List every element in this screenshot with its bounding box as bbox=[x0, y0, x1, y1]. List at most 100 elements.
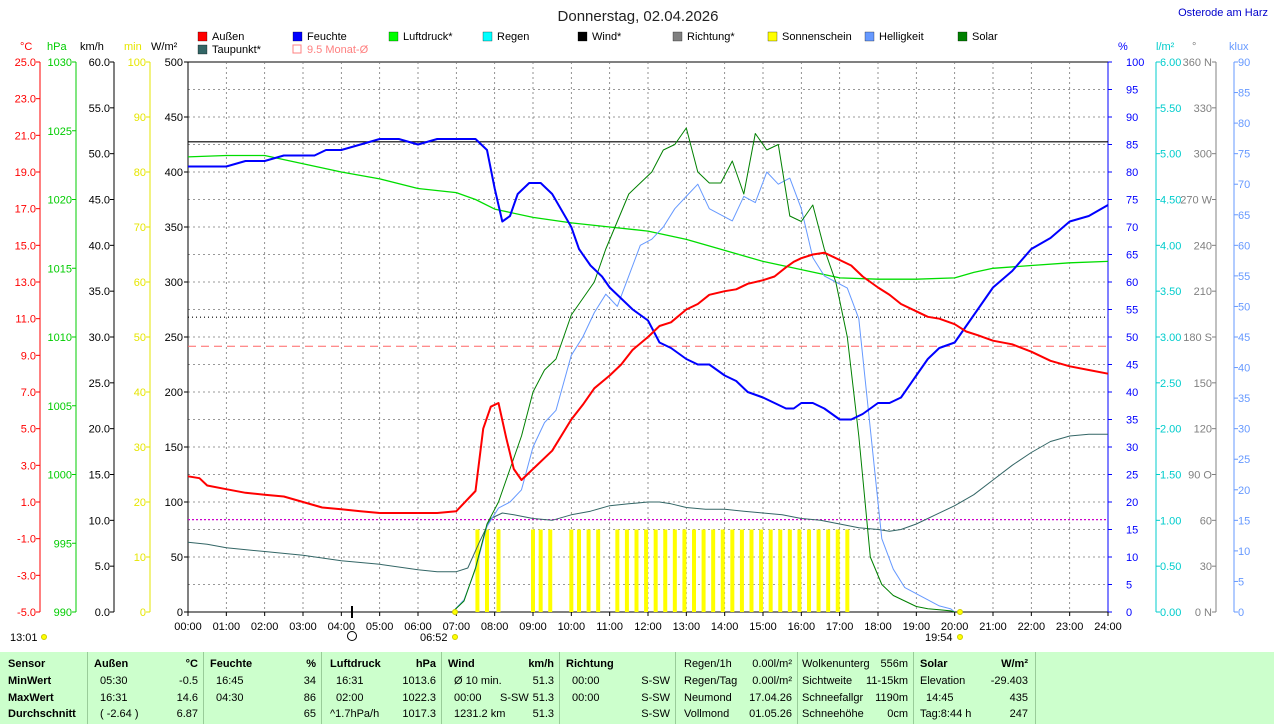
hpa-axis-tick-label: 1025 bbox=[48, 126, 72, 138]
sunshine-bars bbox=[475, 529, 850, 612]
sunshine-bar bbox=[485, 529, 489, 612]
klux-axis-tick-label: 85 bbox=[1238, 88, 1250, 100]
deg-axis-tick-label: 300 bbox=[1194, 149, 1212, 161]
footer-divider bbox=[441, 652, 442, 724]
temp-axis-tick-label: 25.0 bbox=[15, 57, 36, 69]
legend-label-helligkeit: Helligkeit bbox=[879, 31, 924, 43]
footer-richtung-max-time: 00:00 bbox=[572, 692, 600, 704]
sunshine-bar bbox=[596, 529, 601, 612]
footer-luftdruck-trend: ^1.7hPa/h bbox=[330, 708, 380, 720]
sun-icon bbox=[41, 634, 47, 640]
footer-aussen: Außen °C 05:30 -0.5 16:31 14.6 ( -2.64 )… bbox=[88, 652, 202, 724]
x-tick-label: 16:00 bbox=[788, 621, 816, 633]
x-tick-label: 09:00 bbox=[519, 621, 547, 633]
klux-axis-tick-label: 5 bbox=[1238, 576, 1244, 588]
footer-wind-max-time: 00:00 bbox=[454, 692, 482, 704]
deg-axis-tick-label: 90 O bbox=[1188, 470, 1212, 482]
footer-luftdruck-min-value: 1013.6 bbox=[402, 675, 436, 687]
pct-axis-tick-label: 0 bbox=[1126, 607, 1132, 619]
sunshine-bar bbox=[807, 529, 811, 612]
footer-richtung-header: Richtung bbox=[566, 658, 614, 670]
sunset-axis-dot bbox=[957, 609, 963, 615]
location-label[interactable]: Osterode am Harz bbox=[1178, 7, 1268, 19]
kmh-axis-unit: km/h bbox=[80, 41, 104, 53]
footer-feuchte-min-time: 16:45 bbox=[216, 675, 244, 687]
sunshine-bar bbox=[749, 529, 754, 612]
footer-regen-1h-value: 0.00l/m² bbox=[752, 658, 792, 670]
footer-schneefallgr-value: 1190m bbox=[875, 692, 908, 704]
pct-axis-tick-label: 50 bbox=[1126, 332, 1138, 344]
wm2-axis-tick-label: 150 bbox=[165, 442, 183, 454]
sunshine-bar bbox=[720, 529, 725, 612]
temp-axis-tick-label: 3.0 bbox=[21, 460, 36, 472]
footer-sensor-header: Sensor bbox=[8, 658, 46, 670]
footer-wind-distance: 1231.2 km bbox=[454, 708, 506, 720]
footer-solar: Solar W/m² Elevation -29.403 14:45 435 T… bbox=[914, 652, 1034, 724]
kmh-axis-tick-label: 5.0 bbox=[95, 561, 110, 573]
lm2-axis-tick-label: 5.50 bbox=[1160, 103, 1181, 115]
lm2-axis-tick-label: 3.50 bbox=[1160, 286, 1181, 298]
sunset-icon bbox=[957, 634, 963, 640]
sunshine-bar bbox=[816, 529, 821, 612]
klux-axis-tick-label: 40 bbox=[1238, 363, 1250, 375]
klux-axis-tick-label: 65 bbox=[1238, 210, 1250, 222]
footer-luftdruck-max-time: 02:00 bbox=[336, 692, 364, 704]
footer-schneehoehe-value: 0cm bbox=[887, 708, 908, 720]
footer-solar-max-time: 14:45 bbox=[926, 692, 954, 704]
min-axis-tick-label: 70 bbox=[134, 222, 146, 234]
wm2-axis-tick-label: 450 bbox=[165, 112, 183, 124]
legend-label-feuchte: Feuchte bbox=[307, 31, 347, 43]
temp-axis-tick-label: 13.0 bbox=[15, 277, 36, 289]
footer-wolken: Wolkenunterg 556m Sichtweite 11-15km Sch… bbox=[798, 652, 912, 724]
min-axis-tick-label: 90 bbox=[134, 112, 146, 124]
kmh-axis-tick-label: 40.0 bbox=[89, 240, 110, 252]
x-tick-label: 03:00 bbox=[289, 621, 317, 633]
footer-luftdruck-avg-value: 1017.3 bbox=[402, 708, 436, 720]
deg-axis-tick-label: 330 bbox=[1194, 103, 1212, 115]
footer-elevation-label: Elevation bbox=[920, 675, 966, 687]
chart-axes: 25.0 23.0 21.0 19.0 17.0 15.0 13.0 11.0 9.0 7.0 5.… bbox=[15, 41, 1251, 619]
kmh-axis-tick-label: 50.0 bbox=[89, 149, 110, 161]
klux-axis-tick-label: 55 bbox=[1238, 271, 1250, 283]
sunshine-bar bbox=[653, 529, 658, 612]
footer-regen-tag-value: 0.00l/m² bbox=[752, 675, 792, 687]
footer-vollmond-value: 01.05.26 bbox=[749, 708, 792, 720]
footer-feuchte-max-time: 04:30 bbox=[216, 692, 244, 704]
min-axis-tick-label: 20 bbox=[134, 497, 146, 509]
legend-swatch-sonnenschein bbox=[767, 31, 778, 42]
klux-axis-tick-label: 0 bbox=[1238, 607, 1244, 619]
lm2-axis-tick-label: 1.50 bbox=[1160, 470, 1181, 482]
pct-axis-tick-label: 55 bbox=[1126, 305, 1138, 317]
x-tick-label: 17:00 bbox=[826, 621, 854, 633]
min-axis-tick-label: 0 bbox=[140, 607, 146, 619]
series-line-helligkeit bbox=[452, 171, 956, 613]
footer-luftdruck-header: Luftdruck bbox=[330, 658, 381, 670]
footer-schneehoehe-label: Schneehöhe bbox=[802, 708, 864, 720]
temp-axis-unit: °C bbox=[20, 41, 32, 53]
kmh-axis-tick-label: 60.0 bbox=[89, 57, 110, 69]
x-tick-label: 24:00 bbox=[1094, 621, 1122, 633]
min-axis-tick-label: 40 bbox=[134, 387, 146, 399]
lm2-axis-tick-label: 0.50 bbox=[1160, 561, 1181, 573]
sunshine-bar bbox=[759, 529, 764, 612]
klux-axis-tick-label: 35 bbox=[1238, 393, 1250, 405]
legend-swatch-9-5-monat bbox=[292, 44, 302, 54]
kmh-axis-tick-label: 30.0 bbox=[89, 332, 110, 344]
footer-divider bbox=[87, 652, 88, 724]
footer-wind-max-value: 51.3 bbox=[532, 692, 554, 704]
klux-axis-tick-label: 60 bbox=[1238, 240, 1250, 252]
sunshine-bar bbox=[672, 529, 677, 612]
deg-axis-tick-label: 120 bbox=[1194, 424, 1212, 436]
klux-axis-tick-label: 80 bbox=[1238, 118, 1250, 130]
hpa-axis-tick-label: 1030 bbox=[48, 57, 72, 69]
klux-axis-tick-label: 90 bbox=[1238, 57, 1250, 69]
wm2-axis-tick-label: 200 bbox=[165, 387, 183, 399]
chart-title: Donnerstag, 02.04.2026 bbox=[558, 8, 719, 25]
sunshine-bar bbox=[768, 529, 773, 612]
sunshine-bar bbox=[739, 529, 744, 612]
footer-wind-avg10-value: 51.3 bbox=[532, 675, 554, 687]
footer-feuchte-min-value: 34 bbox=[303, 675, 316, 687]
footer-min-label: MinWert bbox=[8, 675, 52, 687]
hpa-axis-tick-label: 1005 bbox=[48, 401, 72, 413]
min-axis-tick-label: 30 bbox=[134, 442, 146, 454]
